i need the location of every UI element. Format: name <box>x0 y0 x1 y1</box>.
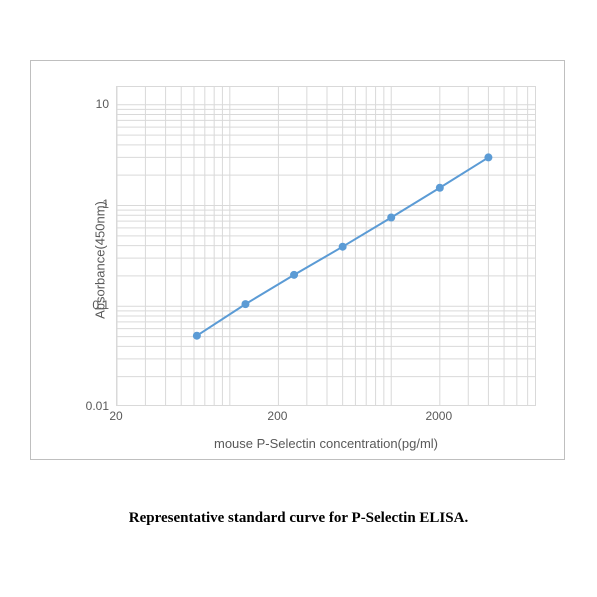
chart-panel: Absorbance(450nm) mouse P-Selectin conce… <box>30 60 565 460</box>
y-tick: 1 <box>69 197 109 211</box>
y-tick: 10 <box>69 97 109 111</box>
x-tick: 200 <box>267 409 287 423</box>
chart-caption: Representative standard curve for P-Sele… <box>0 510 597 527</box>
y-tick: 0.1 <box>69 298 109 312</box>
x-tick: 20 <box>109 409 122 423</box>
x-tick: 2000 <box>425 409 452 423</box>
chart-svg <box>117 87 535 405</box>
plot-area <box>116 86 536 406</box>
y-tick: 0.01 <box>69 399 109 413</box>
x-axis-label: mouse P-Selectin concentration(pg/ml) <box>116 436 536 451</box>
